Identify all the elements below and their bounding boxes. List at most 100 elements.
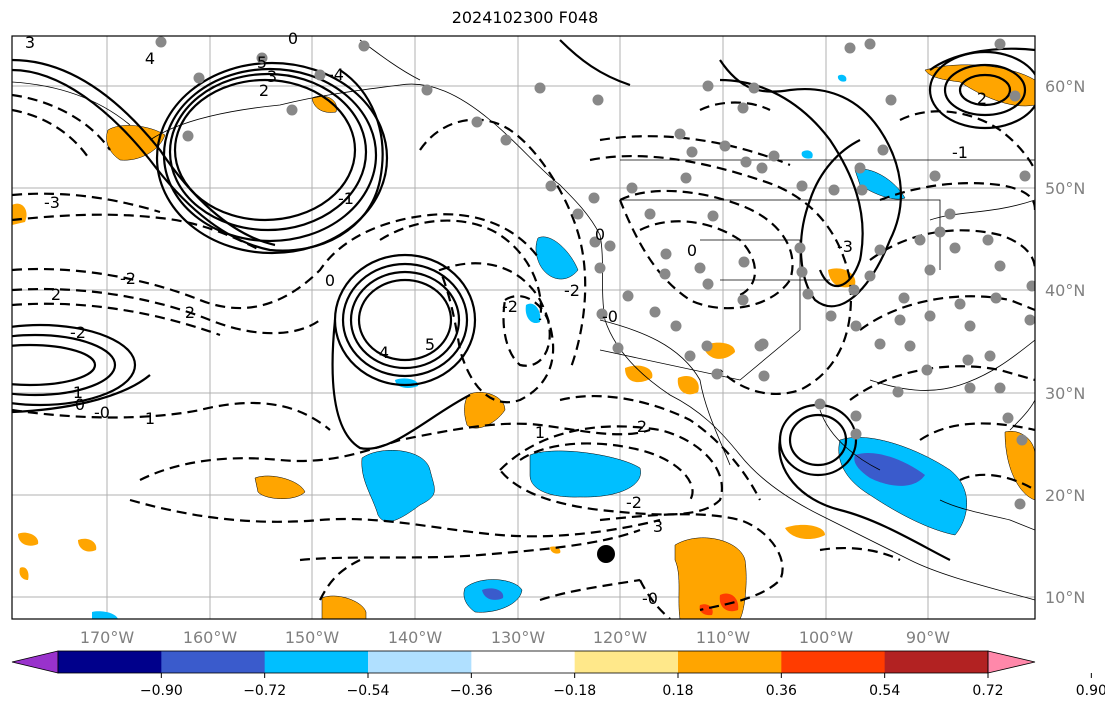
contour-label: 3 [653, 517, 663, 536]
station-dot [756, 162, 768, 174]
station-dot [864, 270, 876, 282]
contour-label: 4 [379, 343, 389, 362]
station-dot [1026, 280, 1035, 292]
station-dot [892, 386, 904, 398]
station-dot [794, 242, 806, 254]
station-dot [286, 104, 298, 116]
station-dot [182, 130, 194, 142]
station-dot [193, 72, 205, 84]
colorbar-segment [471, 651, 576, 673]
station-dot [592, 94, 604, 106]
station-dot [737, 294, 749, 306]
station-dot [421, 84, 433, 96]
longitude-tick-label: 120°W [593, 628, 648, 647]
colorbar-segment [781, 651, 886, 673]
longitude-tick-label: 170°W [80, 628, 135, 647]
station-dot [894, 314, 906, 326]
station-dot [644, 208, 656, 220]
coastlines [12, 39, 1035, 601]
station-dot [660, 248, 672, 260]
station-dot [954, 298, 966, 310]
station-dot [545, 180, 557, 192]
contour-label: 0 [687, 241, 697, 260]
station-dot [594, 262, 606, 274]
contour-label: -3 [44, 193, 60, 212]
contour-label: 3 [25, 33, 35, 52]
station-dot [702, 278, 714, 290]
longitude-tick-label: 140°W [388, 628, 443, 647]
station-dot [711, 368, 723, 380]
map-frame [11, 35, 1036, 620]
station-dot [874, 244, 886, 256]
station-dot [674, 128, 686, 140]
station-dot [854, 162, 866, 174]
contour-label: -1 [952, 143, 968, 162]
station-dot [964, 320, 976, 332]
contour-label: -4 [328, 65, 344, 84]
station-dot [737, 102, 749, 114]
station-dot [802, 288, 814, 300]
station-dot [649, 306, 661, 318]
contour-label: -0 [642, 589, 658, 608]
colorbar-tick-label: −0.36 [450, 683, 493, 699]
station-dot [949, 242, 961, 254]
station-dot [740, 156, 752, 168]
contour-label: -0 [94, 403, 110, 422]
station-dot [814, 398, 826, 410]
colorbar-tick-label: −0.72 [243, 683, 286, 699]
colorbar-tick-label: 0.36 [766, 683, 797, 699]
contour-label: 2 [977, 89, 987, 108]
contour-label: 4 [145, 49, 155, 68]
station-dot [534, 82, 546, 94]
contour-label: -2 [626, 493, 642, 512]
contour-label: 3 [267, 67, 277, 86]
contour-label: 5 [257, 53, 267, 72]
station-dot [848, 284, 860, 296]
colorbar-segment [884, 651, 989, 673]
latitude-tick-label: 60°N [1045, 77, 1085, 96]
station-dot [626, 182, 638, 194]
station-dot [500, 134, 512, 146]
anomaly-shading [12, 64, 1035, 619]
station-dot [844, 42, 856, 54]
contour-label: -2 [564, 281, 580, 300]
contour-label: 1 [73, 383, 83, 402]
colorbar-tick-label: −0.18 [553, 683, 596, 699]
positive-contours [12, 39, 1035, 561]
colorbar: −0.90 −0.72 −0.54 −0.36 −0.18 0.18 0.36 0.54 0.7… [11, 650, 1105, 699]
station-dot [686, 146, 698, 158]
contour-label: 0 [75, 395, 85, 414]
storm-center-marker [597, 545, 615, 563]
colorbar-segment [574, 651, 679, 673]
station-dot [850, 410, 862, 422]
station-dot [962, 354, 974, 366]
contour-label: 5 [425, 335, 435, 354]
station-dot [1002, 412, 1014, 424]
station-dot [596, 308, 608, 320]
station-dot [990, 292, 1002, 304]
map-title: 2024102300 F048 [451, 8, 599, 27]
contour-label: 0 [288, 29, 298, 48]
station-dot [702, 80, 714, 92]
contour-label: 1 [145, 409, 155, 428]
station-dot [358, 40, 370, 52]
station-dot [1014, 498, 1026, 510]
contour-label: -2 [70, 323, 86, 342]
colorbar-tick-label: −0.54 [347, 683, 390, 699]
station-markers [155, 36, 1035, 510]
station-dot [982, 234, 994, 246]
station-dot [1016, 434, 1028, 446]
colorbar-segment [161, 651, 266, 673]
longitude-tick-label: 90°W [906, 628, 950, 647]
longitude-tick-label: 100°W [799, 628, 854, 647]
contour-label: -2 [502, 297, 518, 316]
longitude-tick-label: 130°W [491, 628, 546, 647]
station-dot [885, 94, 897, 106]
station-dot [1019, 170, 1031, 182]
station-dot [256, 52, 268, 64]
station-dot [588, 192, 600, 204]
contour-label: 1 [535, 423, 545, 442]
contour-label: -0 [602, 307, 618, 326]
latitude-tick-label: 50°N [1045, 179, 1085, 198]
